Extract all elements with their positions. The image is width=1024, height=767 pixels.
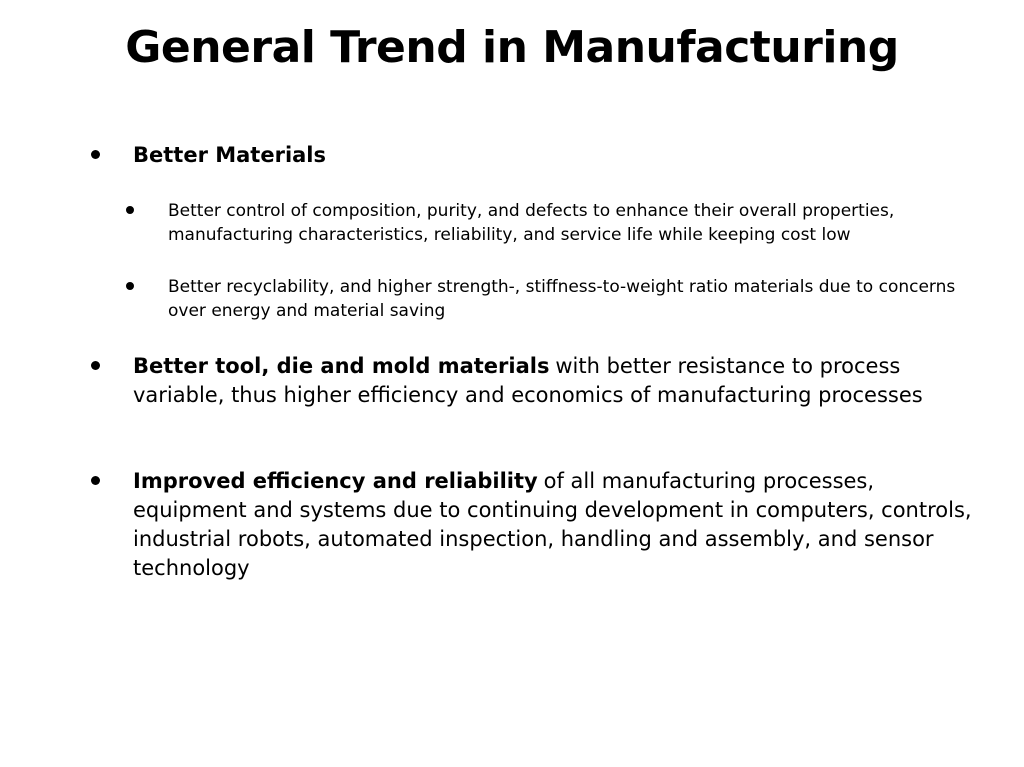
bullet: Improved efficiency and reliability of al… [91,467,983,583]
sub-bullet-text: Better control of composition, purity, a… [168,201,895,245]
bullet-bold: Improved efficiency and reliability [133,469,538,493]
sub-bullet: Better recyclability, and higher strengt… [126,275,998,323]
bullet-dot [126,282,134,290]
bullet-text: of all manufacturing processes, equipmen… [133,469,972,580]
bullet-bold: Better Materials [133,143,327,167]
bullet-dot [91,361,100,370]
sub-bullet: Better control of composition, purity, a… [126,199,998,247]
bullet-text: with better resistance to process variab… [133,354,923,407]
bullet-dot [126,206,134,214]
sub-bullet-text: Better recyclability, and higher strengt… [168,277,956,321]
bullet: Better tool, die and mold materials with … [91,352,983,410]
bullet-bold: Better tool, die and mold materials [133,354,550,378]
bullet-dot [91,476,100,485]
bullet: Better Materials [91,141,983,170]
slide-title: General Trend in Manufacturing [125,22,899,73]
bullet-dot [91,150,100,159]
